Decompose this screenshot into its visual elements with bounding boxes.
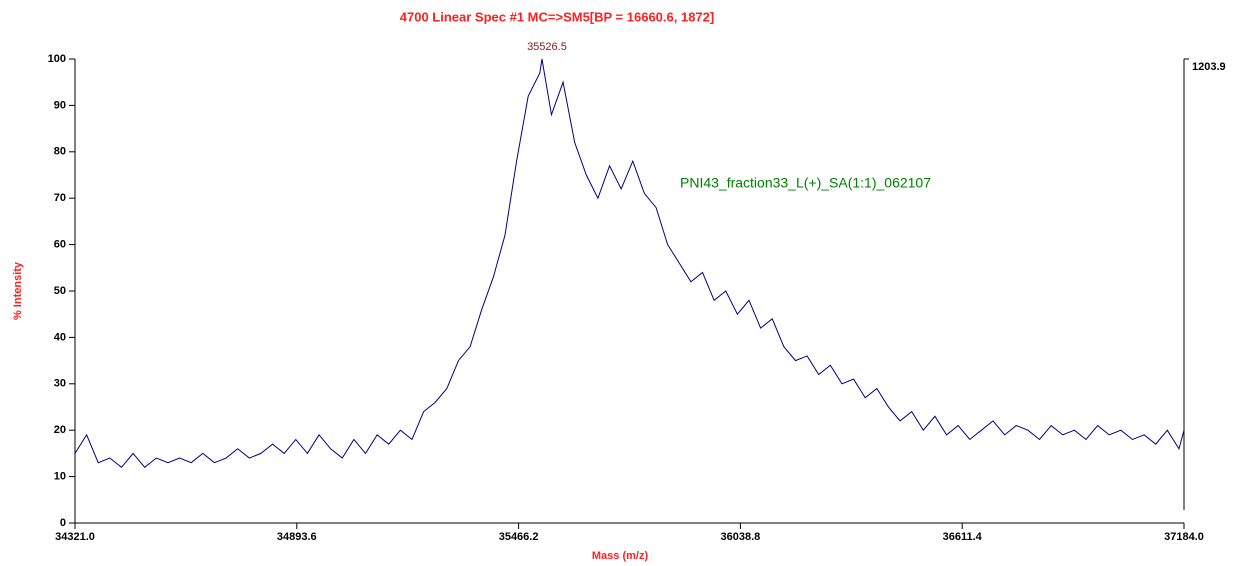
y-tick-label: 10 — [54, 471, 66, 483]
y-tick-label: 100 — [48, 53, 66, 65]
y-tick-label: 50 — [54, 285, 66, 297]
y-tick-label: 30 — [54, 378, 66, 390]
x-tick-label: 36611.4 — [943, 531, 983, 543]
x-tick-label: 35466.2 — [499, 531, 539, 543]
y-tick-label: 40 — [54, 331, 66, 343]
y-axis-title: % Intensity — [12, 261, 24, 320]
chart-title: 4700 Linear Spec #1 MC=>SM5[BP = 16660.6… — [400, 9, 714, 24]
x-tick-label: 34893.6 — [277, 531, 317, 543]
x-tick-label: 36038.8 — [721, 531, 761, 543]
y-tick-label: 60 — [54, 239, 66, 251]
y-tick-label: 90 — [54, 99, 66, 111]
x-tick-label: 34321.0 — [55, 531, 95, 543]
y-tick-label: 70 — [54, 192, 66, 204]
x-tick-label: 37184.0 — [1164, 531, 1204, 543]
peak-label: 35526.5 — [527, 41, 567, 53]
y2-tick-label: 1203.9 — [1192, 61, 1226, 73]
spectrum-line — [74, 58, 1185, 469]
y-tick-label: 20 — [54, 424, 66, 436]
y-tick-label: 80 — [54, 146, 66, 158]
y-tick-label: 0 — [60, 517, 66, 529]
sample-label: PNI43_fraction33_L(+)_SA(1:1)_062107 — [680, 175, 931, 191]
x-axis-title: Mass (m/z) — [592, 550, 649, 562]
